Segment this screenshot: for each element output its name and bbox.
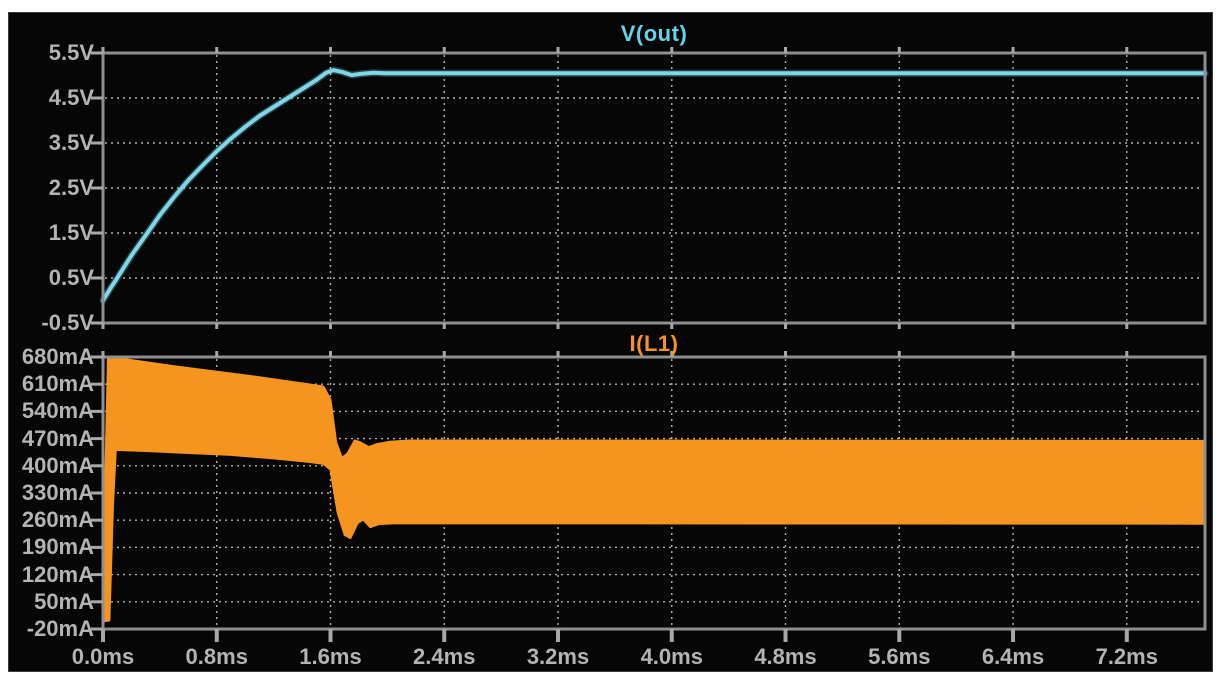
y-tick-label-400mA: 400mA xyxy=(21,452,94,478)
pane-I(L1) xyxy=(91,351,1207,642)
vout-trace xyxy=(101,68,1207,303)
vout-trace-glow xyxy=(99,66,1209,304)
x-tick-label-6.4ms: 6.4ms xyxy=(981,644,1045,669)
x-tick-label-5.6ms: 5.6ms xyxy=(868,644,931,669)
x-tick-label-4.8ms: 4.8ms xyxy=(754,644,817,669)
x-tick-label-1.6ms: 1.6ms xyxy=(299,644,362,669)
y-tick-label-260mA: 260mA xyxy=(21,507,94,533)
trace-label-il1[interactable]: I(L1) xyxy=(629,331,679,356)
y-tick-label--0.5V: -0.5V xyxy=(41,310,94,335)
y-tick-label-50mA: 50mA xyxy=(34,588,94,614)
y-tick-label-4.5V: 4.5V xyxy=(48,85,94,110)
y-tick-label-5.5V: 5.5V xyxy=(48,40,94,65)
x-tick-label-2.4ms: 2.4ms xyxy=(413,644,476,669)
y-tick-label-470mA: 470mA xyxy=(21,425,94,451)
x-tick-label-4.0ms: 4.0ms xyxy=(640,644,703,669)
y-tick-label-610mA: 610mA xyxy=(21,371,94,397)
y-tick-label--20mA: -20mA xyxy=(26,616,94,641)
x-tick-label-7.2ms: 7.2ms xyxy=(1095,644,1158,669)
y-tick-label-330mA: 330mA xyxy=(21,480,94,505)
trace-label-vout[interactable]: V(out) xyxy=(620,21,688,46)
y-tick-label-0.5V: 0.5V xyxy=(48,265,94,290)
x-tick-label-3.2ms: 3.2ms xyxy=(526,644,590,669)
y-tick-label-190mA: 190mA xyxy=(21,534,94,560)
y-tick-label-540mA: 540mA xyxy=(21,398,94,424)
y-tick-label-2.5V: 2.5V xyxy=(48,175,94,200)
il1-ripple-band xyxy=(102,356,1206,623)
y-tick-label-120mA: 120mA xyxy=(21,561,94,587)
x-tick-label-0.8ms: 0.8ms xyxy=(185,644,248,669)
y-tick-label-3.5V: 3.5V xyxy=(48,130,94,155)
x-tick-label-0.0ms: 0.0ms xyxy=(71,644,135,669)
waveform-panel xyxy=(8,12,1213,672)
y-tick-label-1.5V: 1.5V xyxy=(48,220,94,245)
y-tick-label-680mA: 680mA xyxy=(21,344,94,369)
pane-V(out) xyxy=(91,47,1209,329)
